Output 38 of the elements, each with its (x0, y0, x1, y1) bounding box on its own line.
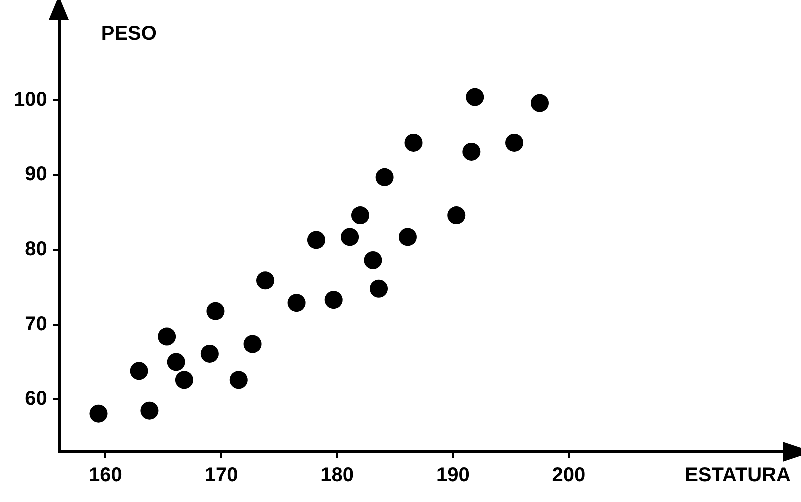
x-tick-label: 170 (204, 464, 238, 487)
y-tick-label: 60 (25, 388, 48, 410)
point (398, 228, 417, 246)
y-tick-label: 80 (25, 238, 48, 260)
point (230, 371, 248, 390)
point (466, 88, 484, 106)
y-tick-label: 100 (14, 88, 48, 111)
point (288, 294, 306, 312)
point (256, 272, 275, 290)
point (404, 134, 423, 152)
point (448, 206, 466, 225)
point (506, 134, 524, 152)
point (130, 362, 148, 380)
point (167, 353, 186, 372)
point (376, 168, 394, 186)
point (364, 251, 382, 270)
point (370, 280, 388, 298)
x-tick-label: 180 (320, 464, 354, 487)
point (158, 328, 176, 346)
x-tick-label: 190 (436, 464, 470, 487)
point (200, 344, 219, 363)
point (462, 142, 481, 161)
y-axis-title: PESO (101, 23, 157, 45)
y-tick-label: 90 (25, 164, 48, 186)
point (244, 335, 262, 354)
point (140, 402, 159, 420)
x-axis-title: ESTATURA (685, 464, 791, 487)
point (351, 206, 370, 225)
point (324, 291, 343, 310)
x-tick-label: 160 (89, 464, 122, 487)
point (206, 302, 225, 320)
point (531, 94, 549, 112)
y-tick-label: 70 (25, 313, 48, 336)
x-tick-label: 200 (552, 464, 586, 487)
point (90, 404, 108, 423)
point (341, 228, 360, 246)
point (175, 371, 194, 390)
point (307, 231, 326, 250)
